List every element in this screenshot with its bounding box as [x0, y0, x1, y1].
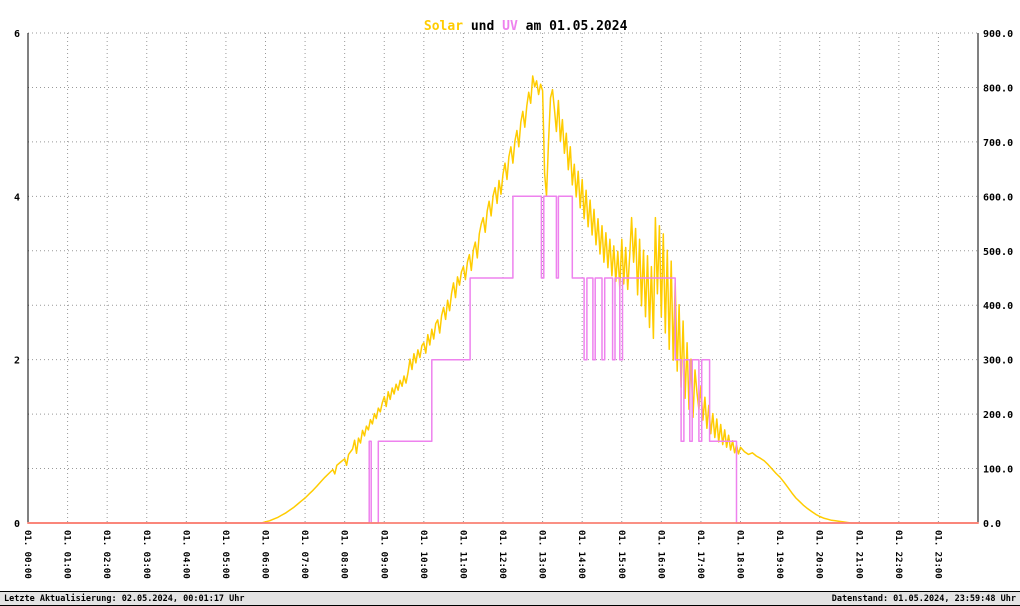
x-tick-label: 01. 15:00 [616, 530, 626, 579]
x-tick-label: 01. 21:00 [853, 530, 863, 579]
x-tick-label: 01. 02:00 [101, 530, 111, 579]
x-tick-label: 01. 09:00 [378, 530, 388, 579]
y-tick-right: 700.0 [983, 138, 1013, 149]
y-tick-left: 4 [14, 192, 20, 203]
title-solar-label: Solar [423, 19, 464, 34]
x-tick-label: 01. 13:00 [537, 530, 547, 579]
x-tick-label: 01. 14:00 [576, 530, 586, 579]
title-und-text: und [463, 19, 503, 34]
x-tick-label: 01. 06:00 [260, 530, 270, 579]
x-tick-label: 01. 23:00 [932, 530, 942, 579]
x-tick-label: 01. 16:00 [655, 530, 665, 579]
y-tick-left: 6 [14, 29, 20, 40]
data-timestamp-text: Datenstand: 01.05.2024, 23:59:48 Uhr [831, 593, 1016, 604]
x-tick-label: 01. 19:00 [774, 530, 784, 579]
y-tick-right: 800.0 [983, 83, 1013, 94]
y-tick-right: 300.0 [983, 356, 1013, 367]
y-tick-left: 2 [14, 356, 20, 367]
y-tick-right: 400.0 [983, 301, 1013, 312]
x-tick-label: 01. 04:00 [180, 530, 190, 579]
y-tick-right: 600.0 [983, 192, 1013, 203]
y-tick-right: 0.0 [983, 519, 1001, 530]
x-tick-label: 01. 11:00 [457, 530, 467, 579]
x-tick-label: 01. 18:00 [735, 530, 745, 579]
x-tick-label: 01. 17:00 [695, 530, 705, 579]
x-tick-label: 01. 08:00 [339, 530, 349, 579]
uv-series [27, 195, 979, 524]
title-date-text: am 01.05.2024 [517, 19, 628, 34]
chart-title: Solar und UV am 01.05.2024 [0, 4, 1020, 49]
y-tick-right: 500.0 [983, 247, 1013, 258]
x-tick-label: 01. 03:00 [141, 530, 151, 579]
y-tick-left: 0 [14, 519, 20, 530]
x-tick-label: 01. 12:00 [497, 530, 507, 579]
y-tick-right: 200.0 [983, 410, 1013, 421]
y-tick-right: 900.0 [983, 29, 1013, 40]
x-tick-label: 01. 00:00 [22, 530, 32, 579]
x-tick-label: 01. 22:00 [893, 530, 903, 579]
last-update-text: Letzte Aktualisierung: 02.05.2024, 00:01… [4, 593, 245, 604]
footer-bar: Letzte Aktualisierung: 02.05.2024, 00:01… [0, 591, 1020, 606]
x-tick-label: 01. 07:00 [299, 530, 309, 579]
x-tick-label: 01. 05:00 [220, 530, 230, 579]
x-tick-label: 01. 10:00 [418, 530, 428, 579]
solar-series [27, 75, 979, 524]
x-tick-label: 01. 01:00 [62, 530, 72, 579]
x-tick-label: 01. 20:00 [814, 530, 824, 579]
title-uv-label: UV [502, 19, 518, 34]
y-tick-right: 100.0 [983, 465, 1013, 476]
